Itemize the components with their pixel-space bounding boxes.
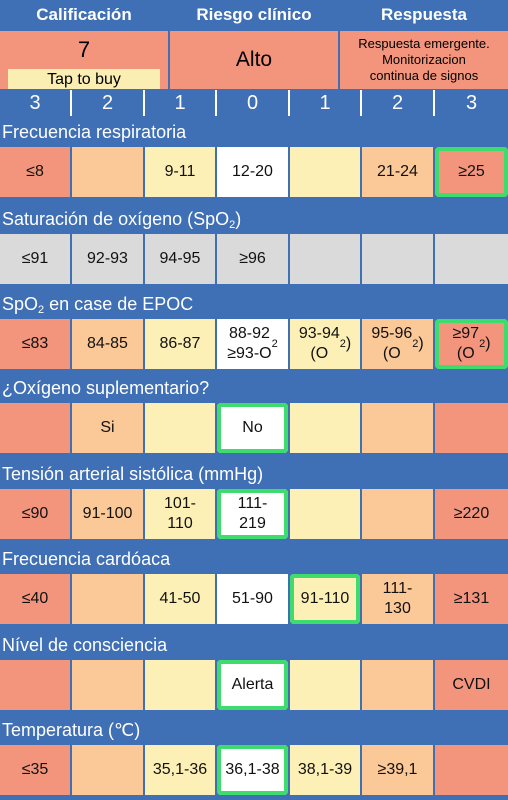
score-option-cell[interactable]: 51-90 (217, 574, 288, 624)
score-option-cell[interactable]: 41-50 (145, 574, 215, 624)
score-option-cell[interactable] (290, 489, 360, 539)
score-value: 7 (77, 37, 91, 62)
score-option-cell[interactable] (0, 660, 70, 710)
score-option-cell[interactable]: ≥39,1 (362, 745, 433, 795)
score-option-cell[interactable]: 84-85 (72, 319, 143, 369)
score-panel: 7 Tap to buy (0, 31, 168, 89)
score-option-cell[interactable] (145, 403, 215, 453)
score-option-cell[interactable] (72, 147, 143, 197)
points-divider (70, 90, 72, 116)
section-title: SpO2 en case de EPOC (2, 294, 194, 316)
response-text: Respuesta emergente. Monitorizacion cont… (340, 31, 508, 89)
section-title: Temperatura (℃) (2, 720, 141, 740)
points-label: 3 (29, 91, 41, 114)
section-title: ¿Oxígeno suplementario? (2, 378, 210, 398)
score-option-cell[interactable]: 86-87 (145, 319, 215, 369)
score-option-cell[interactable]: 36,1-38 (217, 745, 288, 795)
section-title: Tensión arterial sistólica (mmHg) (2, 464, 264, 484)
score-option-cell[interactable]: 91-100 (72, 489, 143, 539)
score-option-cell[interactable] (362, 403, 433, 453)
risk-value: Alto (170, 31, 338, 89)
score-option-cell[interactable]: 101- 110 (145, 489, 215, 539)
score-option-cell[interactable]: 35,1-36 (145, 745, 215, 795)
score-option-cell[interactable]: 93-94 (O 2) (290, 319, 360, 369)
score-option-cell[interactable] (290, 660, 360, 710)
score-option-cell[interactable]: ≤83 (0, 319, 70, 369)
points-label: 2 (101, 91, 114, 114)
score-option-cell[interactable]: 38,1-39 (290, 745, 360, 795)
section-title: Frecuencia respiratoria (2, 122, 187, 142)
score-option-cell[interactable]: 88-92 ≥93-O 2 (217, 319, 288, 369)
score-option-cell[interactable]: ≥97 (O 2) (435, 319, 508, 369)
response-line-1: Respuesta emergente. (358, 36, 490, 51)
score-option-cell[interactable]: ≤40 (0, 574, 70, 624)
points-label: 1 (319, 91, 331, 114)
score-option-cell[interactable] (435, 745, 508, 795)
score-option-cell[interactable]: 111- 130 (362, 574, 433, 624)
points-label: 3 (465, 91, 478, 114)
score-option-cell[interactable] (72, 745, 143, 795)
score-option-cell[interactable]: ≥96 (217, 234, 288, 284)
score-option-cell[interactable] (362, 489, 433, 539)
score-option-cell[interactable]: 21-24 (362, 147, 433, 197)
header-score-label: Calificación (0, 0, 168, 30)
points-label: 0 (246, 91, 259, 114)
score-option-cell[interactable]: ≤8 (0, 147, 70, 197)
points-divider (433, 90, 435, 116)
score-option-cell[interactable]: ≥25 (435, 147, 508, 197)
score-option-cell[interactable] (435, 234, 508, 284)
response-line-3: continua de signos (369, 68, 479, 83)
score-option-cell[interactable]: ≥131 (435, 574, 508, 624)
points-divider (360, 90, 362, 116)
score-option-cell[interactable]: 92-93 (72, 234, 143, 284)
score-option-cell[interactable]: Alerta (217, 660, 288, 710)
score-option-cell[interactable]: ≤91 (0, 234, 70, 284)
header-response-label: Respuesta (340, 0, 508, 30)
section-title: Saturación de oxígeno (SpO2) (2, 209, 242, 231)
header-risk-label: Riesgo clínico (170, 0, 338, 30)
score-option-cell[interactable]: 94-95 (145, 234, 215, 284)
score-option-cell[interactable] (435, 403, 508, 453)
score-option-cell[interactable] (362, 660, 433, 710)
score-option-cell[interactable]: 95-96 (O 2) (362, 319, 433, 369)
points-label: 1 (174, 91, 186, 114)
section-title: Nível de consciencia (2, 635, 168, 655)
score-option-cell[interactable] (290, 147, 360, 197)
points-divider (215, 90, 217, 116)
score-option-cell[interactable]: CVDI (435, 660, 508, 710)
score-option-cell[interactable]: No (217, 403, 288, 453)
score-option-cell[interactable]: 111- 219 (217, 489, 288, 539)
score-option-cell[interactable]: 91-110 (290, 574, 360, 624)
points-divider (143, 90, 145, 116)
score-option-cell[interactable] (290, 234, 360, 284)
score-option-cell[interactable]: 9-11 (145, 147, 215, 197)
points-divider (288, 90, 290, 116)
score-option-cell[interactable]: ≤35 (0, 745, 70, 795)
score-option-cell[interactable]: Si (72, 403, 143, 453)
score-option-cell[interactable] (362, 234, 433, 284)
score-option-cell[interactable]: ≥220 (435, 489, 508, 539)
tap-to-buy-button[interactable]: Tap to buy (8, 69, 160, 89)
section-title: Frecuencia cardóaca (2, 549, 171, 569)
points-label: 2 (391, 91, 404, 114)
score-option-cell[interactable]: 12-20 (217, 147, 288, 197)
score-option-cell[interactable] (72, 660, 143, 710)
score-option-cell[interactable] (0, 403, 70, 453)
score-option-cell[interactable]: ≤90 (0, 489, 70, 539)
score-option-cell[interactable] (290, 403, 360, 453)
score-option-cell[interactable] (72, 574, 143, 624)
response-line-2: Monitorizacion (382, 52, 466, 67)
score-option-cell[interactable] (145, 660, 215, 710)
